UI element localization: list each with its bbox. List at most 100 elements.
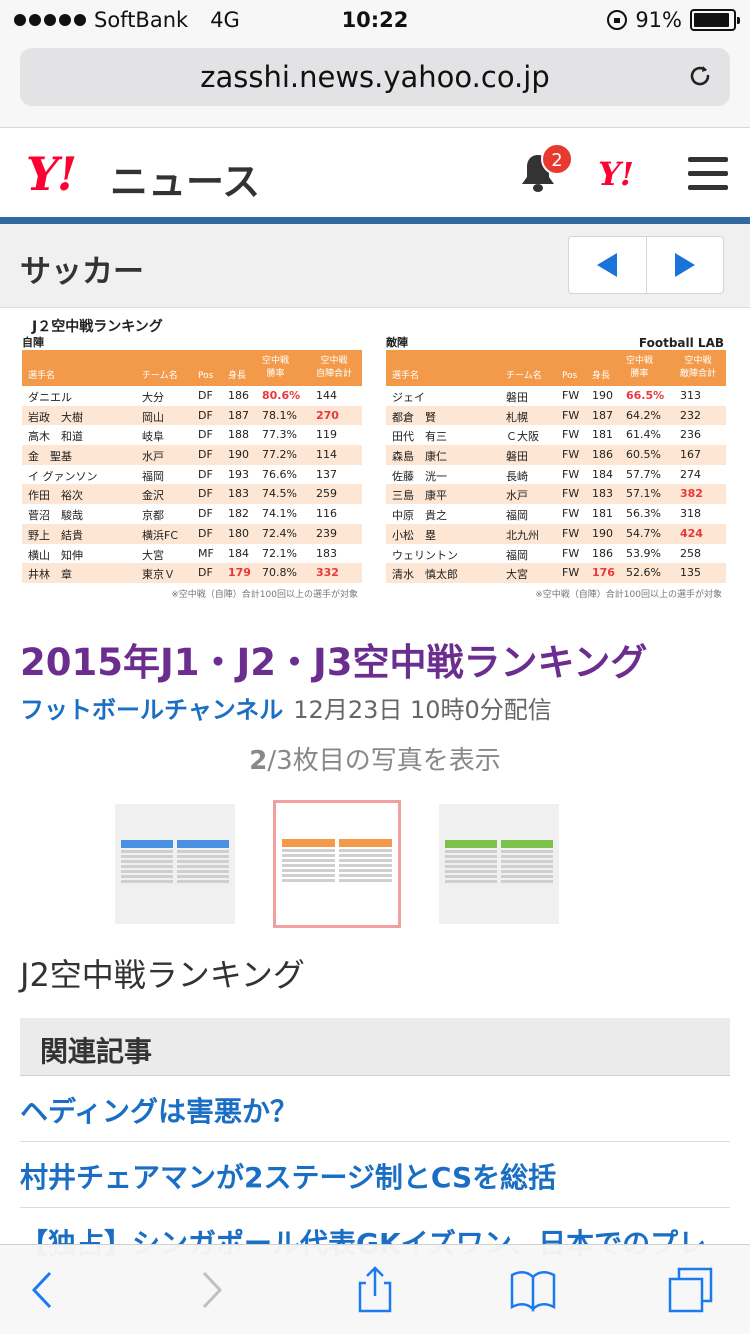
column-header: 空中戦 自陣合計 [316, 356, 353, 379]
news-logo-text[interactable]: ニュース [110, 160, 261, 204]
table-header: 選手名 チーム名 Pos 身長 空中戦 勝率 空中戦 敵陣合計 [386, 350, 726, 386]
tabs-icon[interactable] [666, 1265, 716, 1315]
table-cell: 137 [316, 467, 337, 481]
table-cell: 磐田 [506, 391, 528, 404]
table-row: 井林 章 東京Ｖ DF 179 70.8% 332 [22, 563, 362, 583]
table-row: 佐藤 洸一 長崎 FW 184 57.7% 274 [386, 465, 726, 485]
article-photo[interactable]: J２空中戦ランキング 自陣 選手名 チーム名 Pos 身長 空中戦 勝率 空中戦 自陣合計… [18, 318, 734, 616]
table-cell: FW [562, 467, 580, 481]
related-link-text[interactable]: 村井チェアマンが2ステージ制とCSを総括 [20, 1161, 557, 1194]
reload-icon[interactable] [686, 62, 714, 90]
table-cell: 74.5% [262, 487, 297, 501]
header-divider [0, 217, 750, 224]
table-cell: 186 [592, 448, 613, 462]
table-cell: ウェリントン [392, 548, 458, 562]
table-cell: 190 [228, 448, 249, 462]
table-cell: 72.1% [262, 546, 297, 560]
related-link[interactable]: ヘディングは害悪か？ [20, 1076, 730, 1142]
table-cell: 水戸 [142, 450, 164, 464]
table-source: Football LAB [638, 336, 724, 350]
notification-badge: 2 [541, 143, 573, 175]
table-row: 三島 康平 水戸 FW 183 57.1% 382 [386, 484, 726, 505]
article-pager [568, 236, 724, 294]
table-cell: 382 [680, 487, 703, 501]
yahoo-top-link[interactable]: Y! [598, 155, 634, 193]
table-cell: 岩政 大樹 [28, 410, 83, 424]
source-link[interactable]: フットボールチャンネル [20, 696, 284, 724]
table-cell: 183 [592, 487, 613, 501]
table-cell: 都倉 賢 [392, 410, 436, 424]
table-row: 森島 康仁 磐田 FW 186 60.5% 167 [386, 445, 726, 465]
table-cell: ジェイ [392, 391, 425, 404]
table-row: 小松 塁 北九州 FW 190 54.7% 424 [386, 523, 726, 544]
table-title: J２空中戦ランキング [32, 319, 163, 335]
table-cell: 66.5% [626, 389, 665, 402]
table-cell: 北九州 [506, 528, 539, 542]
related-link-text[interactable]: ヘディングは害悪か？ [20, 1095, 299, 1128]
thumbnail-1[interactable] [115, 804, 235, 924]
photo-caption: J2空中戦ランキング [20, 956, 305, 994]
next-article-button[interactable] [645, 237, 724, 293]
table-row: 中原 貴之 福岡 FW 181 56.3% 318 [386, 504, 726, 524]
table-cell: 186 [592, 546, 613, 560]
table-row: 都倉 賢 札幌 FW 187 64.2% 232 [386, 405, 726, 426]
thumbnail-3[interactable] [439, 804, 559, 924]
bookmarks-icon[interactable] [508, 1265, 558, 1315]
status-bar: SoftBank 4G 10:22 91% [0, 0, 750, 40]
table-cell: 187 [592, 408, 613, 422]
share-icon[interactable] [350, 1265, 400, 1315]
table-cell: 金沢 [142, 489, 164, 503]
prev-article-button[interactable] [569, 237, 646, 293]
table-cell: 114 [316, 448, 337, 462]
table-cell: 239 [316, 526, 337, 540]
related-link[interactable]: 村井チェアマンが2ステージ制とCSを総括 [20, 1142, 730, 1208]
column-header: 身長 [228, 371, 247, 381]
back-icon[interactable] [20, 1265, 70, 1315]
yahoo-logo[interactable]: Y! [26, 147, 77, 201]
photo-index: 2 [249, 746, 268, 776]
signal-icon [14, 14, 86, 26]
table-cell: 232 [680, 408, 701, 422]
thumbnail-2[interactable] [273, 800, 401, 928]
table-cell: 野上 結貴 [28, 528, 83, 542]
table-cell: ダニエル [28, 391, 72, 404]
table-cell: 70.8% [262, 566, 297, 580]
menu-icon[interactable] [688, 157, 728, 191]
table-cell: 京都 [142, 509, 164, 523]
related-heading: 関連記事 [20, 1018, 730, 1076]
table-cell: 144 [316, 389, 337, 402]
table-row: 清水 慎太郎 大宮 FW 176 52.6% 135 [386, 563, 726, 583]
photo-count-text: /3枚目の写真を表示 [267, 746, 501, 776]
table-cell: 清水 慎太郎 [392, 568, 458, 582]
table-cell: 61.4% [626, 428, 661, 442]
table-cell: 190 [592, 389, 613, 402]
table-cell: FW [562, 428, 580, 442]
url-text[interactable]: zasshi.news.yahoo.co.jp [200, 60, 550, 94]
table-cell: 60.5% [626, 448, 661, 462]
table-cell: 190 [592, 526, 613, 540]
table-cell: DF [198, 507, 213, 521]
table-row: ダニエル 大分 DF 186 80.6% 144 [22, 386, 362, 406]
table-cell: DF [198, 487, 213, 501]
table-row: 高木 和道 岐阜 DF 188 77.3% 119 [22, 425, 362, 445]
table-cell: 横山 知伸 [28, 548, 83, 562]
table-cell: 186 [228, 389, 249, 402]
table-cell: 77.3% [262, 428, 297, 442]
battery-icon [690, 9, 740, 31]
address-bar[interactable]: zasshi.news.yahoo.co.jp [20, 48, 730, 106]
table-cell: 184 [592, 467, 613, 481]
table-cell: 森島 康仁 [392, 450, 447, 464]
table-cell: DF [198, 389, 213, 402]
table-cell: 183 [228, 487, 249, 501]
right-arrow-icon [674, 253, 695, 277]
column-header: 空中戦 勝率 [262, 356, 290, 379]
table-cell: 270 [316, 408, 339, 422]
table-row: イ グァンソン 福岡 DF 193 76.6% 137 [22, 465, 362, 485]
table-cell: 札幌 [506, 410, 528, 424]
table-row: 菅沼 駿哉 京都 DF 182 74.1% 116 [22, 504, 362, 524]
table-cell: FW [562, 487, 580, 501]
forward-icon[interactable] [186, 1265, 236, 1315]
browser-toolbar [0, 1244, 750, 1334]
table-cell: 57.1% [626, 487, 661, 501]
column-header: 選手名 [392, 371, 420, 381]
